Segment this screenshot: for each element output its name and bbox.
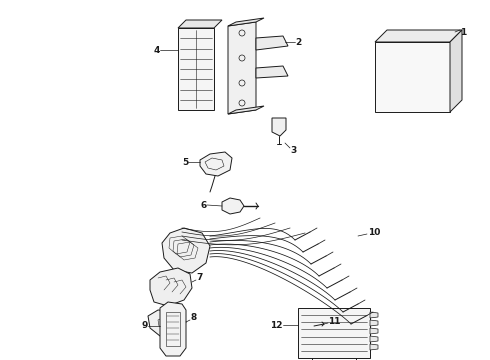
Text: 10: 10	[368, 228, 380, 237]
Polygon shape	[256, 66, 288, 78]
Text: 12: 12	[270, 320, 283, 329]
Polygon shape	[148, 310, 186, 336]
Polygon shape	[370, 344, 378, 350]
Polygon shape	[375, 30, 462, 42]
Polygon shape	[298, 308, 370, 358]
Text: 2: 2	[295, 37, 301, 46]
Polygon shape	[178, 28, 214, 110]
Text: 7: 7	[196, 274, 202, 283]
Polygon shape	[272, 118, 286, 136]
Polygon shape	[370, 312, 378, 318]
Polygon shape	[370, 320, 378, 326]
Text: 11: 11	[328, 318, 341, 327]
Polygon shape	[162, 228, 210, 273]
Polygon shape	[300, 320, 314, 332]
Polygon shape	[370, 328, 378, 334]
Polygon shape	[256, 36, 288, 50]
Polygon shape	[150, 268, 192, 306]
Polygon shape	[228, 106, 264, 114]
Text: 3: 3	[290, 145, 296, 154]
Polygon shape	[222, 198, 244, 214]
Polygon shape	[450, 30, 462, 112]
Text: 8: 8	[190, 314, 196, 323]
Polygon shape	[375, 42, 450, 112]
Polygon shape	[160, 302, 186, 356]
Text: 6: 6	[201, 201, 207, 210]
Polygon shape	[178, 20, 222, 28]
Text: 9: 9	[142, 321, 148, 330]
Polygon shape	[200, 152, 232, 176]
Polygon shape	[370, 336, 378, 342]
Polygon shape	[228, 22, 256, 114]
Text: 4: 4	[154, 45, 160, 54]
Text: 1: 1	[460, 28, 466, 37]
Text: 5: 5	[182, 158, 188, 166]
Polygon shape	[228, 18, 264, 26]
